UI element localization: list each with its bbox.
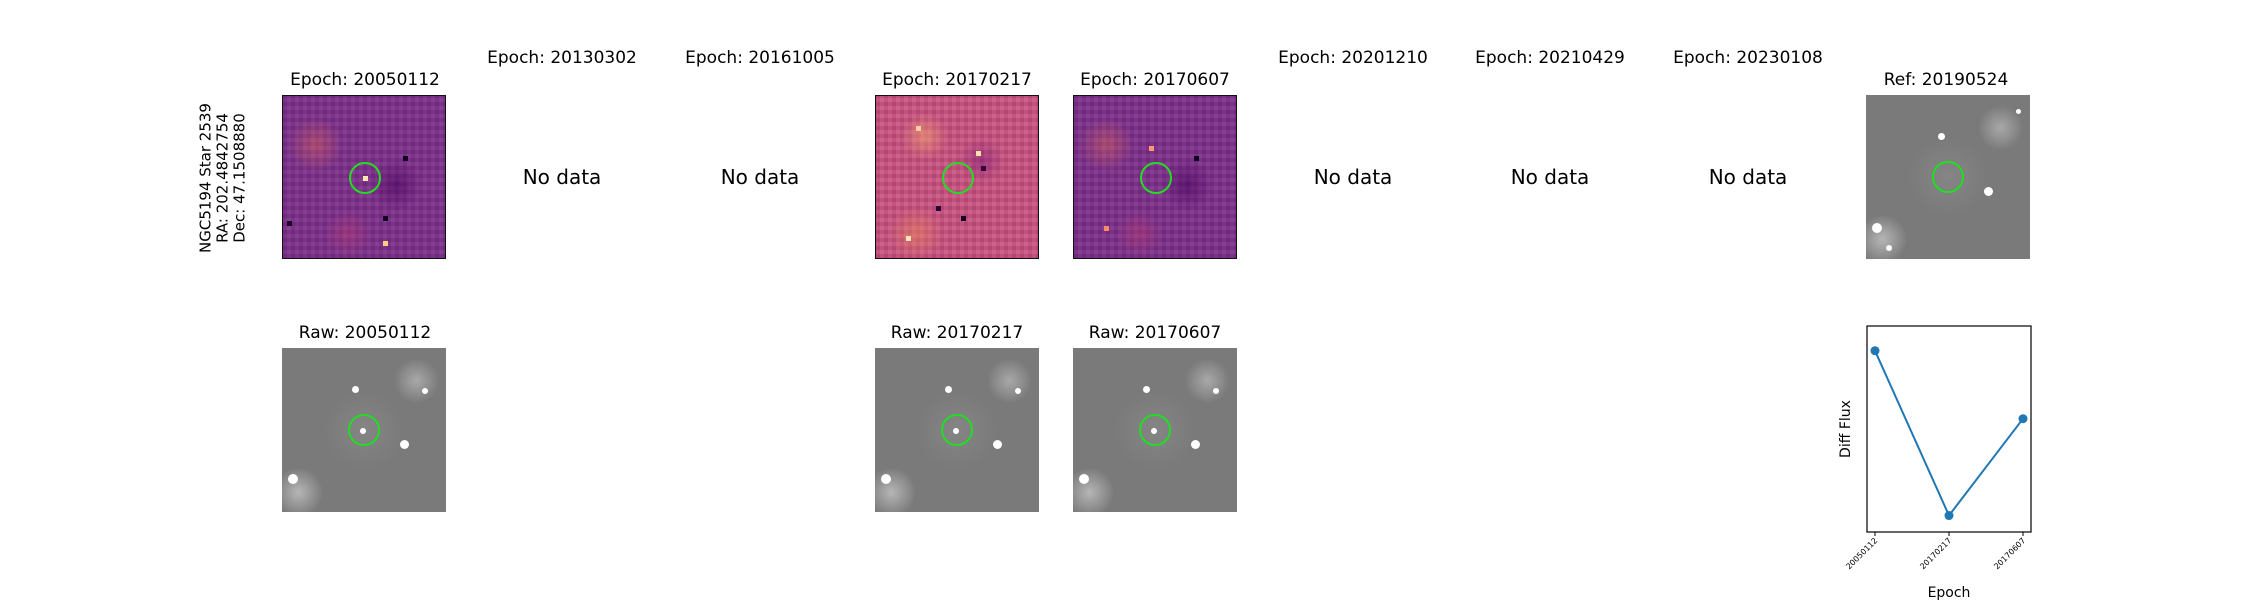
reference-image	[1866, 95, 2030, 259]
dark-pixel	[383, 216, 388, 221]
star-point	[1079, 474, 1089, 484]
star-point	[945, 386, 952, 393]
title-epoch-20170607: Epoch: 20170607	[1080, 70, 1230, 90]
diff-image-20170217	[875, 95, 1039, 259]
no-data-20230108: No data	[1708, 165, 1788, 189]
aperture-circle	[349, 162, 381, 194]
bright-pixel	[976, 151, 981, 156]
title-epoch-20130302: Epoch: 20130302	[487, 48, 637, 68]
title-raw-20050112: Raw: 20050112	[298, 323, 432, 343]
data-point	[2018, 414, 2028, 424]
aperture-circle	[1139, 414, 1171, 446]
star-point	[1938, 133, 1945, 140]
no-data-20161005: No data	[720, 165, 800, 189]
no-data-20210429: No data	[1510, 165, 1590, 189]
star-point	[1143, 386, 1150, 393]
raw-image-20050112	[282, 348, 446, 512]
dark-pixel	[961, 216, 966, 221]
title-epoch-20210429: Epoch: 20210429	[1475, 48, 1625, 68]
title-epoch-20050112: Epoch: 20050112	[290, 70, 440, 90]
dark-pixel	[1194, 156, 1199, 161]
dark-pixel	[936, 206, 941, 211]
star-point	[881, 474, 891, 484]
title-epoch-20170217: Epoch: 20170217	[882, 70, 1032, 90]
raw-image-20170217	[875, 348, 1039, 512]
title-epoch-20161005: Epoch: 20161005	[685, 48, 835, 68]
no-data-20130302: No data	[522, 165, 602, 189]
star-point	[1191, 440, 1200, 449]
bright-pixel	[906, 236, 911, 241]
x-tick-label: 20170607	[1992, 536, 2027, 571]
diff-image-20050112	[282, 95, 446, 259]
x-tick-label: 20170217	[1918, 536, 1953, 571]
diff-flux-chart: 20050112 20170217 20170607 Diff Flux Epoch	[1838, 325, 2032, 600]
title-epoch-20230108: Epoch: 20230108	[1673, 48, 1823, 68]
raw-image-20170607	[1073, 348, 1237, 512]
star-point	[1984, 187, 1993, 196]
star-point	[2016, 109, 2021, 114]
star-name: NGC5194 Star 2539	[196, 103, 215, 253]
star-point	[400, 440, 409, 449]
aperture-circle	[348, 414, 380, 446]
title-epoch-20201210: Epoch: 20201210	[1278, 48, 1428, 68]
bright-pixel	[1149, 146, 1154, 151]
plot-frame	[1866, 325, 2032, 533]
bright-pixel	[916, 126, 921, 131]
bright-pixel	[1104, 226, 1109, 231]
star-point	[1886, 245, 1892, 251]
star-label-text: NGC5194 Star 2539 RA: 202.4842754 Dec: 4…	[196, 103, 249, 253]
aperture-circle	[942, 162, 974, 194]
title-raw-20170217: Raw: 20170217	[890, 323, 1024, 343]
diff-image-20170607	[1073, 95, 1237, 259]
star-point	[422, 388, 428, 394]
title-ref-20190524: Ref: 20190524	[1883, 70, 2009, 90]
dark-pixel	[981, 166, 986, 171]
star-point	[1213, 388, 1219, 394]
star-point	[1015, 388, 1021, 394]
y-axis-label: Diff Flux	[1838, 400, 1854, 458]
dark-pixel	[403, 156, 408, 161]
star-point	[352, 386, 359, 393]
no-data-20201210: No data	[1313, 165, 1393, 189]
star-point	[288, 474, 298, 484]
data-point	[1870, 346, 1880, 356]
star-point	[993, 440, 1002, 449]
x-axis-label: Epoch	[1928, 585, 1971, 600]
star-dec: Dec: 47.1508880	[230, 113, 249, 243]
aperture-circle	[1932, 161, 1964, 193]
dark-pixel	[287, 221, 292, 226]
x-tick-label: 20050112	[1844, 536, 1879, 571]
bright-pixel	[383, 241, 388, 246]
star-point	[1872, 223, 1882, 233]
data-point	[1944, 511, 1954, 521]
series-line	[1874, 350, 2024, 518]
aperture-circle	[941, 414, 973, 446]
aperture-circle	[1140, 162, 1172, 194]
star-ra: RA: 202.4842754	[213, 113, 232, 243]
title-raw-20170607: Raw: 20170607	[1088, 323, 1222, 343]
